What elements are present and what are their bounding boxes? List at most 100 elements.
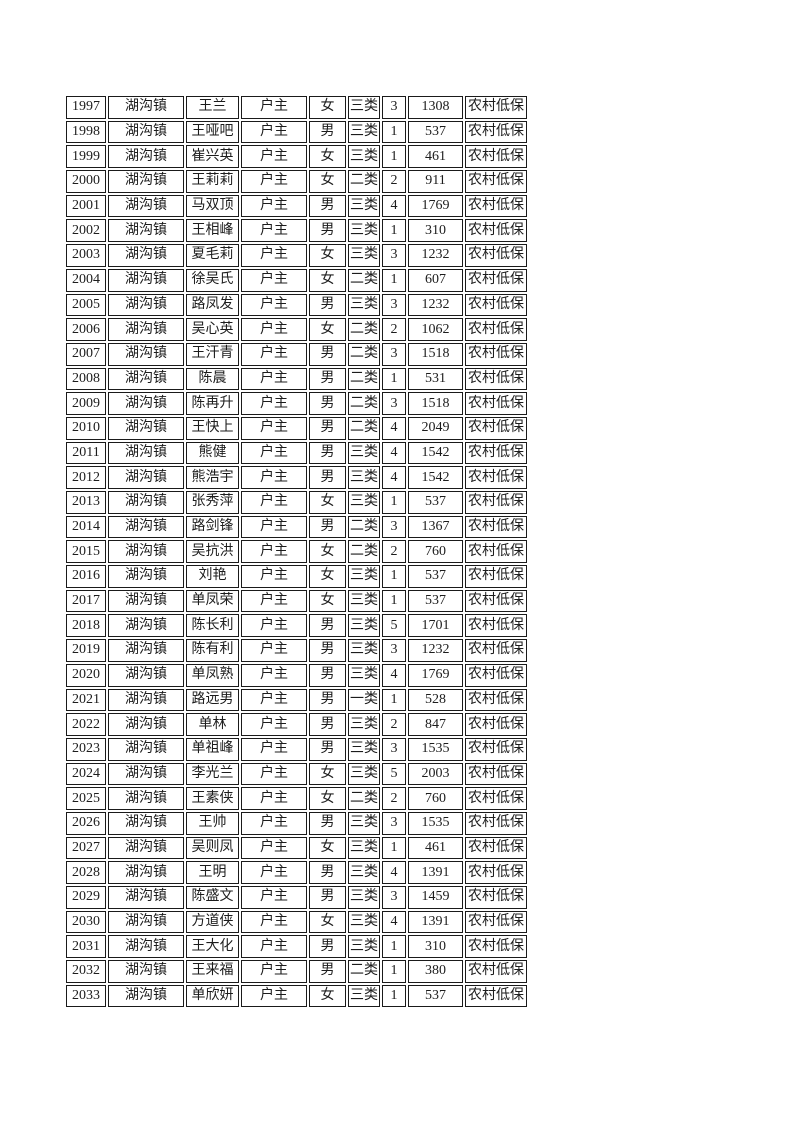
cell-gender: 女	[309, 589, 346, 613]
table-row: 2007 湖沟镇 王汗青 户主男二类 3 1518 农村低保	[66, 342, 527, 366]
table-row: 2010 湖沟镇 王快上 户主男二类 4 2049 农村低保	[66, 416, 527, 440]
cell-person-count: 1	[382, 367, 406, 391]
cell-person-count: 4	[382, 861, 406, 884]
cell-category: 三类	[348, 935, 380, 959]
table-row: 1999 湖沟镇 崔兴英 户主女三类 1 461 农村低保	[66, 145, 527, 169]
cell-person-count: 1	[382, 268, 406, 292]
cell-amount: 537	[408, 120, 463, 144]
cell-relation-to-head: 户主	[241, 466, 307, 489]
table-row: 2024 湖沟镇 李光兰 户主女三类 5 2003 农村低保	[66, 762, 527, 786]
cell-person-count: 1	[382, 688, 406, 712]
cell-amount: 2003	[408, 762, 463, 786]
cell-town: 湖沟镇	[108, 219, 184, 243]
cell-name: 路剑锋	[186, 515, 239, 539]
cell-category: 三类	[348, 244, 380, 267]
cell-person-count: 2	[382, 540, 406, 564]
cell-person-count: 4	[382, 910, 406, 934]
cell-person-count: 1	[382, 935, 406, 959]
cell-person-count: 3	[382, 737, 406, 761]
table-row: 2004 湖沟镇 徐吴氏 户主女二类 1 607 农村低保	[66, 268, 527, 292]
cell-person-count: 3	[382, 639, 406, 662]
cell-person-count: 4	[382, 466, 406, 489]
cell-person-count: 2	[382, 318, 406, 341]
cell-relation-to-head: 户主	[241, 960, 307, 983]
cell-person-count: 3	[382, 293, 406, 317]
cell-gender: 男	[309, 466, 346, 489]
cell-seq-number: 2021	[66, 688, 106, 712]
table-row: 2033 湖沟镇 单欣妍 户主女三类 1 537 农村低保	[66, 984, 527, 1008]
cell-gender: 男	[309, 194, 346, 218]
cell-town: 湖沟镇	[108, 120, 184, 144]
cell-person-count: 1	[382, 120, 406, 144]
cell-category: 三类	[348, 293, 380, 317]
cell-name: 王帅	[186, 811, 239, 835]
cell-amount: 1535	[408, 737, 463, 761]
cell-person-count: 4	[382, 663, 406, 687]
cell-category: 三类	[348, 145, 380, 169]
table-row: 2013 湖沟镇 张秀萍 户主女三类 1 537 农村低保	[66, 491, 527, 514]
cell-seq-number: 2029	[66, 886, 106, 909]
cell-gender: 女	[309, 244, 346, 267]
cell-amount: 1769	[408, 194, 463, 218]
cell-amount: 531	[408, 367, 463, 391]
cell-person-count: 2	[382, 787, 406, 810]
cell-name: 单林	[186, 713, 239, 736]
cell-name: 陈晨	[186, 367, 239, 391]
cell-seq-number: 2016	[66, 565, 106, 588]
cell-town: 湖沟镇	[108, 416, 184, 440]
cell-category: 二类	[348, 540, 380, 564]
table-row: 2008 湖沟镇 陈晨 户主男二类 1 531 农村低保	[66, 367, 527, 391]
cell-name: 陈长利	[186, 614, 239, 638]
cell-town: 湖沟镇	[108, 935, 184, 959]
cell-gender: 男	[309, 416, 346, 440]
cell-amount: 310	[408, 219, 463, 243]
cell-welfare-type: 农村低保	[465, 836, 527, 860]
cell-seq-number: 2033	[66, 984, 106, 1008]
table-row: 2015 湖沟镇 吴抗洪 户主女二类 2 760 农村低保	[66, 540, 527, 564]
table-row: 2029 湖沟镇 陈盛文 户主男三类 3 1459 农村低保	[66, 886, 527, 909]
cell-town: 湖沟镇	[108, 96, 184, 119]
cell-amount: 537	[408, 589, 463, 613]
cell-welfare-type: 农村低保	[465, 713, 527, 736]
cell-name: 徐吴氏	[186, 268, 239, 292]
cell-welfare-type: 农村低保	[465, 984, 527, 1008]
cell-category: 一类	[348, 688, 380, 712]
cell-name: 陈盛文	[186, 886, 239, 909]
cell-welfare-type: 农村低保	[465, 515, 527, 539]
cell-amount: 1518	[408, 342, 463, 366]
cell-welfare-type: 农村低保	[465, 466, 527, 489]
cell-category: 三类	[348, 194, 380, 218]
cell-town: 湖沟镇	[108, 145, 184, 169]
cell-amount: 537	[408, 491, 463, 514]
cell-gender: 男	[309, 293, 346, 317]
cell-name: 崔兴英	[186, 145, 239, 169]
cell-relation-to-head: 户主	[241, 984, 307, 1008]
cell-amount: 1391	[408, 861, 463, 884]
cell-welfare-type: 农村低保	[465, 861, 527, 884]
cell-name: 单欣妍	[186, 984, 239, 1008]
cell-town: 湖沟镇	[108, 836, 184, 860]
welfare-table-body: 1997 湖沟镇 王兰 户主女三类 3 1308 农村低保 1998 湖沟镇 王哑吧 户主男三类 1 5…	[66, 96, 527, 1008]
cell-amount: 537	[408, 565, 463, 588]
cell-town: 湖沟镇	[108, 589, 184, 613]
table-row: 2017 湖沟镇 单凤荣 户主女三类 1 537 农村低保	[66, 589, 527, 613]
cell-name: 王明	[186, 861, 239, 884]
cell-welfare-type: 农村低保	[465, 194, 527, 218]
cell-name: 王哑吧	[186, 120, 239, 144]
cell-person-count: 2	[382, 170, 406, 193]
cell-relation-to-head: 户主	[241, 318, 307, 341]
cell-person-count: 1	[382, 589, 406, 613]
cell-amount: 1308	[408, 96, 463, 119]
cell-amount: 847	[408, 713, 463, 736]
cell-gender: 男	[309, 392, 346, 415]
cell-gender: 女	[309, 984, 346, 1008]
cell-gender: 男	[309, 441, 346, 465]
cell-welfare-type: 农村低保	[465, 688, 527, 712]
cell-name: 陈再升	[186, 392, 239, 415]
cell-category: 三类	[348, 466, 380, 489]
cell-town: 湖沟镇	[108, 491, 184, 514]
table-row: 1998 湖沟镇 王哑吧 户主男三类 1 537 农村低保	[66, 120, 527, 144]
welfare-table: 1997 湖沟镇 王兰 户主女三类 3 1308 农村低保 1998 湖沟镇 王哑吧 户主男三类 1 5…	[64, 94, 529, 1009]
cell-name: 陈有利	[186, 639, 239, 662]
cell-name: 单祖峰	[186, 737, 239, 761]
